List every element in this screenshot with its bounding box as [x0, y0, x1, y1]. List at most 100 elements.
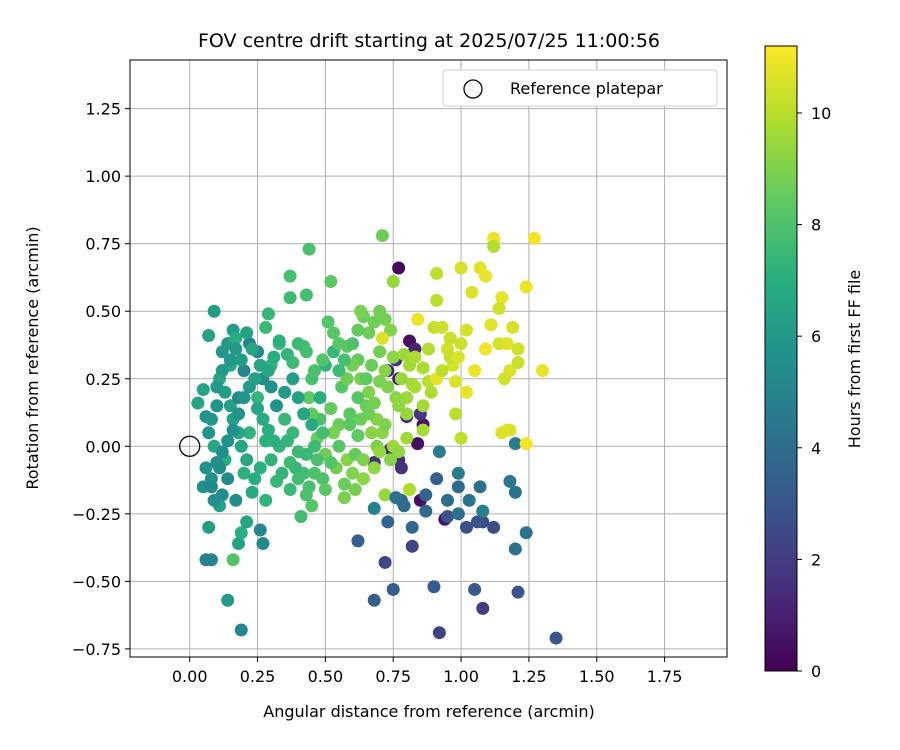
- colorbar-gradient: [764, 45, 798, 672]
- data-point: [351, 534, 365, 548]
- data-point: [340, 372, 354, 386]
- data-point: [519, 437, 533, 451]
- chart-title: FOV centre drift starting at 2025/07/25 …: [198, 30, 660, 52]
- data-point: [196, 383, 210, 397]
- data-point: [316, 353, 330, 367]
- data-point: [400, 391, 414, 405]
- data-point: [386, 275, 400, 289]
- data-point: [478, 342, 492, 356]
- data-point: [199, 461, 213, 475]
- colorbar-label: Hours from first FF file: [845, 270, 864, 449]
- data-point: [346, 337, 360, 351]
- data-point: [435, 364, 449, 378]
- y-tick-label: −0.50: [72, 572, 121, 591]
- data-point: [259, 493, 273, 507]
- x-tick-label: 1.25: [511, 667, 547, 686]
- data-point: [403, 483, 417, 497]
- data-point: [278, 412, 292, 426]
- data-point: [264, 380, 278, 394]
- colorbar-tick-label: 10: [811, 104, 831, 123]
- data-point: [427, 580, 441, 594]
- data-point: [221, 593, 235, 607]
- data-point: [492, 337, 506, 351]
- data-point: [459, 385, 473, 399]
- data-point: [454, 337, 468, 351]
- data-point: [237, 391, 251, 405]
- data-point: [449, 407, 463, 421]
- data-point: [240, 453, 254, 467]
- colorbar-tick-label: 4: [811, 439, 821, 458]
- data-point: [386, 582, 400, 596]
- data-point: [478, 269, 492, 283]
- data-point: [392, 445, 406, 459]
- data-point: [497, 372, 511, 386]
- data-point: [253, 358, 267, 372]
- data-point: [419, 488, 433, 502]
- data-point: [248, 472, 262, 486]
- data-point: [221, 472, 235, 486]
- data-point: [367, 315, 381, 329]
- data-point: [503, 423, 517, 437]
- x-tick-label: 1.50: [579, 667, 615, 686]
- data-point: [234, 439, 248, 453]
- data-point: [468, 364, 482, 378]
- data-point: [400, 407, 414, 421]
- data-point: [229, 493, 243, 507]
- x-tick-label: 0.25: [240, 667, 276, 686]
- data-point: [234, 353, 248, 367]
- data-point: [291, 391, 305, 405]
- data-point: [348, 483, 362, 497]
- x-axis-label: Angular distance from reference (arcmin): [263, 702, 594, 721]
- y-tick-label: 1.25: [85, 100, 121, 119]
- data-point: [459, 323, 473, 337]
- data-point: [394, 461, 408, 475]
- y-tick-label: 0.25: [85, 370, 121, 389]
- colorbar-tick-label: 6: [811, 327, 821, 346]
- legend: Reference platepar: [442, 69, 718, 107]
- data-point: [397, 347, 411, 361]
- data-point: [240, 515, 254, 529]
- data-point: [416, 361, 430, 375]
- y-tick-label: 0.50: [85, 302, 121, 321]
- x-tick-label: 1.75: [647, 667, 683, 686]
- data-point: [240, 326, 254, 340]
- data-point: [318, 483, 332, 497]
- data-point: [351, 391, 365, 405]
- data-point: [191, 396, 205, 410]
- data-point: [267, 434, 281, 448]
- data-point: [324, 275, 338, 289]
- y-tick-label: −0.75: [72, 640, 121, 659]
- data-point: [237, 364, 251, 378]
- data-point: [449, 374, 463, 388]
- data-point: [210, 380, 224, 394]
- x-tick-label: 0.50: [308, 667, 344, 686]
- data-point: [232, 407, 246, 421]
- data-point: [270, 399, 284, 413]
- data-point: [408, 350, 422, 364]
- y-tick-label: −0.25: [72, 505, 121, 524]
- data-point: [280, 347, 294, 361]
- data-point: [245, 485, 259, 499]
- data-point: [337, 353, 351, 367]
- x-axis-ticks: 0.00 0.25 0.50 0.75 1.00 1.25 1.50 1.75: [172, 657, 683, 686]
- data-point: [229, 342, 243, 356]
- data-point: [229, 331, 243, 345]
- data-point: [430, 266, 444, 280]
- data-point: [302, 242, 316, 256]
- data-point: [237, 466, 251, 480]
- data-point: [367, 593, 381, 607]
- data-point: [375, 229, 389, 243]
- data-point: [202, 520, 216, 534]
- data-point: [506, 320, 520, 334]
- legend-box: [442, 69, 718, 107]
- data-point: [234, 623, 248, 637]
- y-axis-ticks: 1.25 1.00 0.75 0.50 0.25 0.00 −0.25 −0.50 −0.75: [72, 100, 130, 659]
- data-point: [305, 499, 319, 513]
- colorbar: 0 2 4 6 8 10 Hours from first FF file: [764, 45, 864, 681]
- data-point: [283, 291, 297, 305]
- data-point: [473, 480, 487, 494]
- data-point: [367, 501, 381, 515]
- data-point: [346, 466, 360, 480]
- data-point: [424, 385, 438, 399]
- data-point: [451, 466, 465, 480]
